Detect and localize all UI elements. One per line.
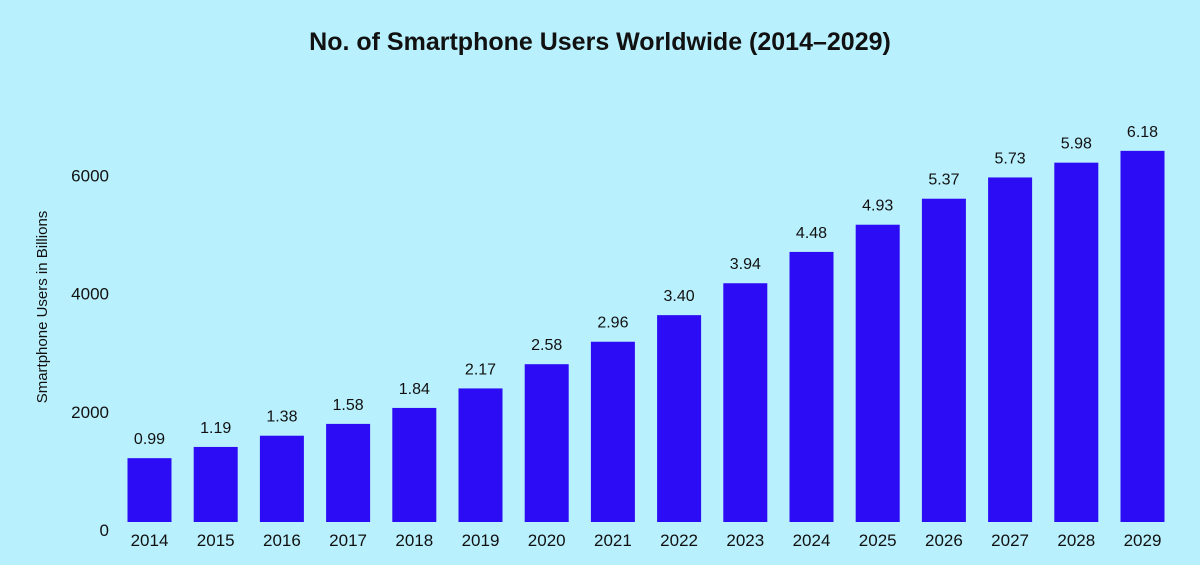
x-tick-label-2023: 2023 bbox=[726, 531, 764, 550]
y-axis-title: Smartphone Users in Billions bbox=[34, 211, 51, 404]
y-tick-label: 0 bbox=[100, 521, 109, 540]
bar-2029 bbox=[1120, 150, 1165, 523]
x-tick-label-2022: 2022 bbox=[660, 531, 698, 550]
bar-2015 bbox=[193, 446, 238, 522]
data-label-2028: 5.98 bbox=[1061, 136, 1092, 153]
x-tick-label-2026: 2026 bbox=[925, 531, 963, 550]
x-tick-label-2019: 2019 bbox=[462, 531, 500, 550]
bar-2027 bbox=[988, 177, 1033, 522]
bar-2016 bbox=[259, 435, 304, 522]
data-label-2020: 2.58 bbox=[531, 337, 562, 354]
data-label-2014: 0.99 bbox=[134, 431, 165, 448]
y-tick-label: 2000 bbox=[71, 403, 109, 422]
y-tick-label: 4000 bbox=[71, 285, 109, 304]
bar-2025 bbox=[855, 224, 900, 523]
bar-2020 bbox=[524, 364, 569, 522]
data-labels: 0.99 1.19 1.38 1.58 1.84 2.17 2.58 2.96 3.40 3.94… bbox=[134, 124, 1158, 448]
data-label-2024: 4.48 bbox=[796, 225, 827, 242]
x-tick-label-2017: 2017 bbox=[329, 531, 367, 550]
bar-2019 bbox=[458, 388, 503, 522]
x-tick-label-2021: 2021 bbox=[594, 531, 632, 550]
bar-2014 bbox=[127, 458, 172, 522]
x-tick-label-2015: 2015 bbox=[197, 531, 235, 550]
x-tick-label-2020: 2020 bbox=[528, 531, 566, 550]
data-label-2023: 3.94 bbox=[730, 256, 761, 273]
data-label-2015: 1.19 bbox=[200, 420, 231, 437]
x-tick-label-2028: 2028 bbox=[1057, 531, 1095, 550]
bar-2028 bbox=[1054, 162, 1099, 522]
x-tick-label-2014: 2014 bbox=[131, 531, 169, 550]
x-tick-label-2025: 2025 bbox=[859, 531, 897, 550]
data-label-2029: 6.18 bbox=[1127, 124, 1158, 141]
data-label-2017: 1.58 bbox=[333, 397, 364, 414]
data-label-2026: 5.37 bbox=[928, 172, 959, 189]
data-label-2022: 3.40 bbox=[664, 288, 695, 305]
data-label-2025: 4.93 bbox=[862, 198, 893, 215]
x-tick-label-2027: 2027 bbox=[991, 531, 1029, 550]
x-axis: 2014 2015 2016 2017 2018 2019 2020 2021 2022 2023… bbox=[131, 531, 1162, 550]
x-tick-label-2018: 2018 bbox=[395, 531, 433, 550]
x-tick-label-2029: 2029 bbox=[1124, 531, 1162, 550]
bar-2024 bbox=[789, 251, 834, 522]
bar-series bbox=[127, 150, 1165, 523]
chart-title: No. of Smartphone Users Worldwide (2014–… bbox=[309, 28, 891, 56]
data-label-2019: 2.17 bbox=[465, 361, 496, 378]
bar-2021 bbox=[590, 341, 635, 522]
bar-2026 bbox=[921, 198, 966, 522]
bar-2017 bbox=[326, 423, 371, 522]
bar-2018 bbox=[392, 407, 437, 522]
bar-2023 bbox=[723, 283, 768, 522]
data-label-2016: 1.38 bbox=[266, 409, 297, 426]
y-tick-label: 6000 bbox=[71, 166, 109, 185]
data-label-2018: 1.84 bbox=[399, 381, 430, 398]
x-tick-label-2024: 2024 bbox=[793, 531, 831, 550]
y-axis: 0 2000 4000 6000 bbox=[71, 166, 109, 540]
bar-2022 bbox=[657, 315, 702, 522]
data-label-2027: 5.73 bbox=[995, 150, 1026, 167]
x-tick-label-2016: 2016 bbox=[263, 531, 301, 550]
data-label-2021: 2.96 bbox=[597, 315, 628, 332]
